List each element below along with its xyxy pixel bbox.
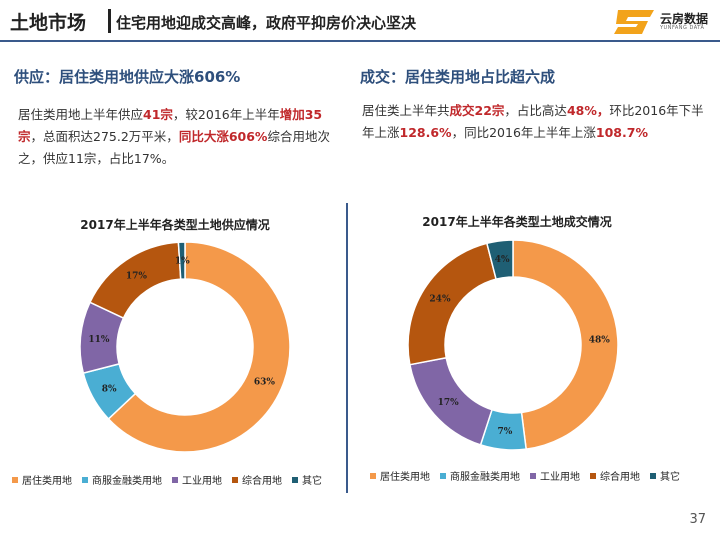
deal-chart-title: 2017年上半年各类型土地成交情况 bbox=[422, 215, 612, 229]
deal-label-industrial: 17% bbox=[438, 398, 460, 408]
supply-legend-item-comprehensive: 综合用地 bbox=[232, 472, 282, 487]
supply-legend-label-residential: 居住类用地 bbox=[22, 476, 72, 487]
deal-text-4: ，同比2016年上半年上涨 bbox=[451, 125, 596, 140]
deal-paragraph: 居住类上半年共成交22宗，占比高达48%，环比2016年下半年上涨128.6%，… bbox=[362, 100, 712, 144]
supply-legend-item-residential: 居住类用地 bbox=[12, 472, 72, 487]
supply-legend-label-comprehensive: 综合用地 bbox=[242, 476, 282, 487]
supply-paragraph: 居住类用地上半年供应41宗，较2016年上半年增加35宗，总面积达275.2万平… bbox=[18, 104, 336, 170]
logo-text: 云房数据 bbox=[660, 12, 709, 26]
deal-highlight-2: 48%， bbox=[566, 103, 610, 118]
supply-label-industrial: 11% bbox=[88, 335, 110, 345]
logo-subtext: YUNFANG DATA bbox=[660, 25, 705, 31]
deal-legend-swatch-industrial bbox=[530, 472, 536, 479]
supply-text-3: ，总面积达275.2万平米， bbox=[30, 129, 179, 144]
supply-highlight-3: 同比大涨606% bbox=[178, 129, 268, 144]
supply-legend-label-commercial: 商服金融类用地 bbox=[92, 476, 162, 487]
deal-legend-label-comprehensive: 综合用地 bbox=[600, 472, 640, 483]
deal-legend-item-comprehensive: 综合用地 bbox=[590, 468, 640, 483]
deal-legend-label-commercial: 商服金融类用地 bbox=[450, 472, 520, 483]
supply-slice-residential bbox=[107, 241, 291, 453]
section-divider bbox=[346, 203, 348, 493]
deal-legend-label-industrial: 工业用地 bbox=[540, 472, 580, 483]
page-title: 土地市场 bbox=[10, 12, 87, 34]
deal-legend-label-other: 其它 bbox=[660, 472, 680, 483]
supply-text-1: 居住类用地上半年供应 bbox=[18, 107, 144, 122]
yunfang-logo-icon bbox=[614, 10, 654, 34]
supply-text-2: ，较2016年上半年 bbox=[172, 107, 280, 122]
deal-legend: 居住类用地 商服金融类用地 工业用地 综合用地 其它 bbox=[370, 468, 690, 483]
page-number: 37 bbox=[689, 512, 706, 527]
deal-donut-chart: 48% 7% 17% 24% 4% bbox=[407, 239, 619, 451]
deal-legend-item-other: 其它 bbox=[650, 468, 680, 483]
supply-text-4: 综合用地次之，供应11宗，占比17%。 bbox=[18, 129, 330, 166]
header: 土地市场 住宅用地迎成交高峰，政府平抑房价决心坚决 云房数据 YUNFANG D… bbox=[0, 0, 720, 42]
deal-legend-item-industrial: 工业用地 bbox=[530, 468, 580, 483]
supply-legend-label-other: 其它 bbox=[302, 476, 322, 487]
supply-donut-chart: 63% 8% 11% 17% 1% bbox=[79, 241, 291, 453]
deal-text-3: 环比2016年下半年上涨 bbox=[362, 103, 704, 140]
supply-legend-item-commercial: 商服金融类用地 bbox=[82, 472, 162, 487]
deal-legend-item-commercial: 商服金融类用地 bbox=[440, 468, 520, 483]
deal-highlight-4: 108.7% bbox=[595, 125, 648, 140]
deal-legend-swatch-commercial bbox=[440, 472, 446, 479]
deal-label-other: 4% bbox=[495, 255, 510, 265]
supply-legend-swatch-industrial bbox=[172, 476, 178, 483]
deal-slice-comprehensive bbox=[407, 242, 498, 366]
supply-section-title: 供应：居住类用地供应大涨606% bbox=[14, 68, 241, 86]
supply-label-residential: 63% bbox=[254, 377, 276, 387]
supply-chart-title: 2017年上半年各类型土地供应情况 bbox=[80, 218, 270, 232]
deal-label-comprehensive: 24% bbox=[429, 295, 451, 305]
deal-legend-swatch-residential bbox=[370, 472, 376, 479]
title-separator bbox=[108, 9, 111, 33]
supply-legend-label-industrial: 工业用地 bbox=[182, 476, 222, 487]
supply-label-other: 1% bbox=[175, 257, 190, 267]
supply-legend-swatch-other bbox=[292, 476, 298, 483]
supply-label-comprehensive: 17% bbox=[126, 271, 148, 281]
supply-highlight-1: 41宗 bbox=[143, 107, 173, 122]
supply-legend-swatch-commercial bbox=[82, 476, 88, 483]
deal-legend-swatch-other bbox=[650, 472, 656, 479]
supply-label-commercial: 8% bbox=[102, 385, 117, 395]
deal-legend-item-residential: 居住类用地 bbox=[370, 468, 430, 483]
supply-legend-swatch-comprehensive bbox=[232, 476, 238, 483]
deal-label-commercial: 7% bbox=[497, 427, 512, 437]
deal-slice-other bbox=[485, 239, 514, 281]
deal-label-residential: 48% bbox=[589, 336, 611, 346]
deal-text-2: ，占比高达 bbox=[504, 103, 567, 118]
deal-highlight-3: 128.6% bbox=[399, 125, 452, 140]
supply-legend-item-other: 其它 bbox=[292, 472, 322, 487]
page-subtitle: 住宅用地迎成交高峰，政府平抑房价决心坚决 bbox=[116, 14, 417, 32]
deal-highlight-1: 成交22宗 bbox=[449, 103, 505, 118]
supply-highlight-2: 增加35宗 bbox=[18, 107, 323, 144]
deal-legend-swatch-comprehensive bbox=[590, 472, 596, 479]
supply-legend-item-industrial: 工业用地 bbox=[172, 472, 222, 487]
supply-slice-other bbox=[177, 241, 186, 280]
deal-section-title: 成交：居住类用地占比超六成 bbox=[360, 68, 556, 86]
header-divider bbox=[0, 40, 720, 42]
supply-legend-swatch-residential bbox=[12, 476, 18, 483]
deal-text-1: 居住类上半年共 bbox=[362, 103, 450, 118]
deal-legend-label-residential: 居住类用地 bbox=[380, 472, 430, 483]
deal-slice-residential bbox=[512, 239, 619, 451]
supply-legend: 居住类用地 商服金融类用地 工业用地 综合用地 其它 bbox=[12, 472, 332, 487]
